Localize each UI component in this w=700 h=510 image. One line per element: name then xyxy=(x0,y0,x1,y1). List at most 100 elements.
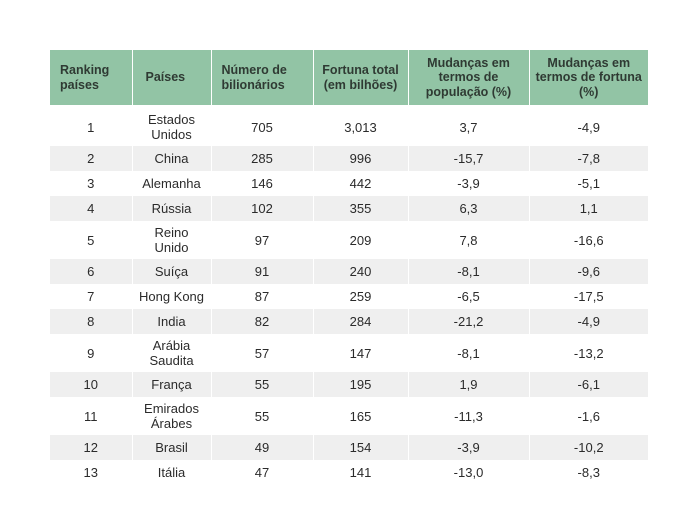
country-cell: França xyxy=(131,372,211,397)
billionaire-count-cell: 47 xyxy=(210,460,313,481)
table-row: 4 Rússia 102 355 6,3 1,1 xyxy=(50,196,648,221)
rank-cell: 4 xyxy=(50,196,132,221)
billionaire-count-cell: 55 xyxy=(210,397,313,435)
population-change-cell: 7,8 xyxy=(407,221,529,259)
country-cell: Estados Unidos xyxy=(131,108,211,146)
wealth-change-cell: -5,1 xyxy=(528,171,648,196)
total-wealth-cell: 141 xyxy=(312,460,408,481)
country-cell: Hong Kong xyxy=(131,284,211,309)
billionaire-count-cell: 55 xyxy=(210,372,313,397)
wealth-change-cell: -8,3 xyxy=(528,460,648,481)
billionaire-count-cell: 705 xyxy=(210,108,313,146)
billionaire-count-cell: 102 xyxy=(210,196,313,221)
population-change-cell: -21,2 xyxy=(407,309,529,334)
country-cell: China xyxy=(131,146,211,171)
rank-cell: 7 xyxy=(50,284,132,309)
rank-cell: 3 xyxy=(50,171,132,196)
total-wealth-cell: 3,013 xyxy=(312,108,408,146)
rank-cell: 9 xyxy=(50,334,132,372)
population-change-cell: -6,5 xyxy=(407,284,529,309)
country-cell: Alemanha xyxy=(131,171,211,196)
billionaire-count-cell: 49 xyxy=(210,435,313,460)
billionaires-table: Ranking países Países Número de bilionár… xyxy=(50,50,648,481)
rank-cell: 12 xyxy=(50,435,132,460)
population-change-cell: -3,9 xyxy=(407,435,529,460)
country-cell: Emirados Árabes xyxy=(131,397,211,435)
table-row: 9 Arábia Saudita 57 147 -8,1 -13,2 xyxy=(50,334,648,372)
population-change-cell: -15,7 xyxy=(407,146,529,171)
total-wealth-cell: 195 xyxy=(312,372,408,397)
billionaire-count-cell: 87 xyxy=(210,284,313,309)
population-change-cell: -3,9 xyxy=(407,171,529,196)
country-cell: Arábia Saudita xyxy=(131,334,211,372)
billionaire-count-cell: 57 xyxy=(210,334,313,372)
country-cell: India xyxy=(131,309,211,334)
table-row: 11 Emirados Árabes 55 165 -11,3 -1,6 xyxy=(50,397,648,435)
header-total-wealth: Fortuna total (em bilhões) xyxy=(312,50,408,105)
billionaire-count-cell: 146 xyxy=(210,171,313,196)
total-wealth-cell: 259 xyxy=(312,284,408,309)
rank-cell: 1 xyxy=(50,108,132,146)
wealth-change-cell: -4,9 xyxy=(528,309,648,334)
population-change-cell: -11,3 xyxy=(407,397,529,435)
header-country: Países xyxy=(131,50,211,105)
wealth-change-cell: -7,8 xyxy=(528,146,648,171)
population-change-cell: 1,9 xyxy=(407,372,529,397)
total-wealth-cell: 165 xyxy=(312,397,408,435)
billionaire-count-cell: 82 xyxy=(210,309,313,334)
table-row: 8 India 82 284 -21,2 -4,9 xyxy=(50,309,648,334)
total-wealth-cell: 284 xyxy=(312,309,408,334)
population-change-cell: -8,1 xyxy=(407,334,529,372)
country-cell: Itália xyxy=(131,460,211,481)
total-wealth-cell: 442 xyxy=(312,171,408,196)
country-cell: Reino Unido xyxy=(131,221,211,259)
table-row: 1 Estados Unidos 705 3,013 3,7 -4,9 xyxy=(50,108,648,146)
rank-cell: 11 xyxy=(50,397,132,435)
table-row: 7 Hong Kong 87 259 -6,5 -17,5 xyxy=(50,284,648,309)
table-row: 13 Itália 47 141 -13,0 -8,3 xyxy=(50,460,648,481)
rank-cell: 8 xyxy=(50,309,132,334)
billionaire-count-cell: 97 xyxy=(210,221,313,259)
population-change-cell: -13,0 xyxy=(407,460,529,481)
country-cell: Brasil xyxy=(131,435,211,460)
wealth-change-cell: -10,2 xyxy=(528,435,648,460)
wealth-change-cell: -17,5 xyxy=(528,284,648,309)
table-row: 5 Reino Unido 97 209 7,8 -16,6 xyxy=(50,221,648,259)
total-wealth-cell: 147 xyxy=(312,334,408,372)
header-row: Ranking países Países Número de bilionár… xyxy=(50,50,648,105)
wealth-change-cell: -1,6 xyxy=(528,397,648,435)
rank-cell: 13 xyxy=(50,460,132,481)
rank-cell: 5 xyxy=(50,221,132,259)
total-wealth-cell: 154 xyxy=(312,435,408,460)
billionaires-table-container: Ranking países Países Número de bilionár… xyxy=(50,50,648,481)
rank-cell: 2 xyxy=(50,146,132,171)
wealth-change-cell: -6,1 xyxy=(528,372,648,397)
header-billionaire-count: Número de bilionários xyxy=(210,50,313,105)
population-change-cell: 3,7 xyxy=(407,108,529,146)
table-row: 3 Alemanha 146 442 -3,9 -5,1 xyxy=(50,171,648,196)
total-wealth-cell: 996 xyxy=(312,146,408,171)
wealth-change-cell: -16,6 xyxy=(528,221,648,259)
rank-cell: 10 xyxy=(50,372,132,397)
table-row: 2 China 285 996 -15,7 -7,8 xyxy=(50,146,648,171)
header-population-change: Mudanças em termos de população (%) xyxy=(407,50,529,105)
billionaire-count-cell: 285 xyxy=(210,146,313,171)
table-row: 6 Suíça 91 240 -8,1 -9,6 xyxy=(50,259,648,284)
table-row: 12 Brasil 49 154 -3,9 -10,2 xyxy=(50,435,648,460)
wealth-change-cell: 1,1 xyxy=(528,196,648,221)
country-cell: Suíça xyxy=(131,259,211,284)
country-cell: Rússia xyxy=(131,196,211,221)
rank-cell: 6 xyxy=(50,259,132,284)
population-change-cell: -8,1 xyxy=(407,259,529,284)
total-wealth-cell: 240 xyxy=(312,259,408,284)
wealth-change-cell: -4,9 xyxy=(528,108,648,146)
wealth-change-cell: -9,6 xyxy=(528,259,648,284)
population-change-cell: 6,3 xyxy=(407,196,529,221)
table-row: 10 França 55 195 1,9 -6,1 xyxy=(50,372,648,397)
header-ranking: Ranking países xyxy=(50,50,132,105)
total-wealth-cell: 209 xyxy=(312,221,408,259)
total-wealth-cell: 355 xyxy=(312,196,408,221)
billionaire-count-cell: 91 xyxy=(210,259,313,284)
wealth-change-cell: -13,2 xyxy=(528,334,648,372)
table-body: 1 Estados Unidos 705 3,013 3,7 -4,9 2 China 285 9… xyxy=(50,105,648,481)
